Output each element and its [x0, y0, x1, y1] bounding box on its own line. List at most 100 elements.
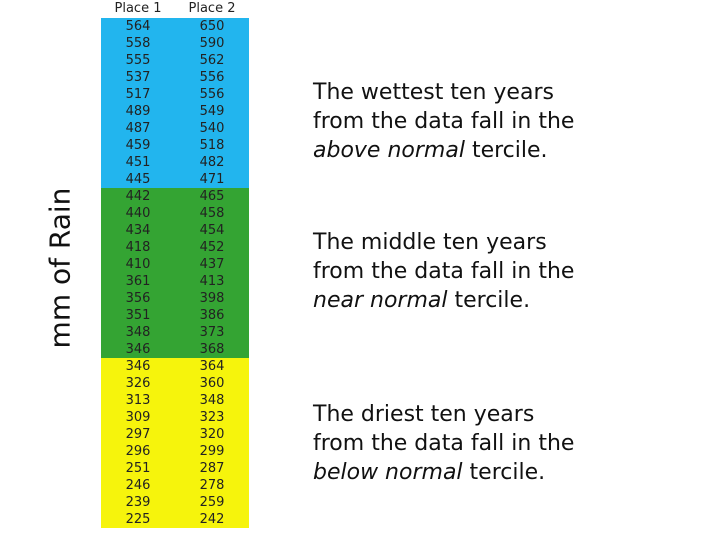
table-cell: 246 — [125, 478, 151, 493]
paragraph: The wettest ten years from the data fall … — [313, 78, 574, 165]
header-cell: Place 2 — [188, 1, 236, 16]
table-row: 564 650 — [101, 18, 249, 35]
table-cell: 386 — [199, 308, 225, 323]
text-line: from the data fall in the — [313, 431, 575, 456]
table-cell: 320 — [199, 427, 225, 442]
table-row: 309 323 — [101, 409, 249, 426]
table-row: 297 320 — [101, 426, 249, 443]
table-cell: 360 — [199, 376, 225, 391]
table-cell: 410 — [125, 257, 151, 272]
rain-table: Place 1 Place 2 564 650 558 590 555 562 537 556… — [101, 0, 249, 528]
text-line: The wettest ten years — [313, 80, 554, 105]
table-cell: 413 — [199, 274, 225, 289]
table-cell: 434 — [125, 223, 151, 238]
table-cell: 556 — [199, 87, 225, 102]
table-cell: 346 — [125, 359, 151, 374]
table-row: 558 590 — [101, 35, 249, 52]
table-row: 489 549 — [101, 103, 249, 120]
emphasis: below normal — [313, 460, 463, 485]
paragraph: The middle ten years from the data fall i… — [313, 228, 574, 315]
table-cell: 517 — [125, 87, 151, 102]
table-row: 346 364 — [101, 358, 249, 375]
table-cell: 437 — [199, 257, 225, 272]
table-cell: 558 — [125, 36, 151, 51]
table-cell: 564 — [125, 19, 151, 34]
table-cell: 299 — [199, 444, 225, 459]
table-row: 459 518 — [101, 137, 249, 154]
table-cell: 348 — [125, 325, 151, 340]
paragraph: The driest ten years from the data fall i… — [313, 400, 574, 487]
header-cell: Place 1 — [114, 1, 162, 16]
table-row: 356 398 — [101, 290, 249, 307]
table-cell: 398 — [199, 291, 225, 306]
table-cell: 225 — [125, 512, 151, 527]
table-cell: 351 — [125, 308, 151, 323]
text-line: below normal tercile. — [313, 458, 574, 487]
table-cell: 348 — [199, 393, 225, 408]
table-cell: 487 — [125, 121, 151, 136]
table-row: 251 287 — [101, 460, 249, 477]
text-line: The driest ten years — [313, 402, 535, 427]
table-cell: 482 — [199, 155, 225, 170]
table-cell: 356 — [125, 291, 151, 306]
table-cell: 459 — [125, 138, 151, 153]
table-row: 517 556 — [101, 86, 249, 103]
table-row: 313 348 — [101, 392, 249, 409]
table-row: 410 437 — [101, 256, 249, 273]
table-cell: 373 — [199, 325, 225, 340]
table-cell: 471 — [199, 172, 225, 187]
table-cell: 326 — [125, 376, 151, 391]
table-row: 445 471 — [101, 171, 249, 188]
table-row: 361 413 — [101, 273, 249, 290]
table-row: 487 540 — [101, 120, 249, 137]
emphasis: near normal — [313, 288, 448, 313]
table-cell: 452 — [199, 240, 225, 255]
text-line: near normal tercile. — [313, 286, 574, 315]
text-tail: tercile. — [471, 138, 548, 163]
table-row: 296 299 — [101, 443, 249, 460]
table-cell: 242 — [199, 512, 225, 527]
text-line: from the data fall in the — [313, 259, 575, 284]
emphasis: above normal — [313, 138, 465, 163]
table-cell: 239 — [125, 495, 151, 510]
table-cell: 489 — [125, 104, 151, 119]
table-cell: 537 — [125, 70, 151, 85]
table-row: 246 278 — [101, 477, 249, 494]
table-header: Place 1 Place 2 — [101, 0, 249, 18]
table-cell: 465 — [199, 189, 225, 204]
table-cell: 445 — [125, 172, 151, 187]
table-cell: 287 — [199, 461, 225, 476]
text-line: from the data fall in the — [313, 109, 575, 134]
table-cell: 278 — [199, 478, 225, 493]
table-row: 351 386 — [101, 307, 249, 324]
table-cell: 440 — [125, 206, 151, 221]
text-line: The middle ten years — [313, 230, 547, 255]
table-row: 440 458 — [101, 205, 249, 222]
table-row: 239 259 — [101, 494, 249, 511]
table-row: 348 373 — [101, 324, 249, 341]
table-cell: 442 — [125, 189, 151, 204]
table-cell: 650 — [199, 19, 225, 34]
table-row: 326 360 — [101, 375, 249, 392]
table-cell: 549 — [199, 104, 225, 119]
text-line: above normal tercile. — [313, 136, 574, 165]
text-tail: tercile. — [469, 460, 546, 485]
table-cell: 590 — [199, 36, 225, 51]
table-row: 442 465 — [101, 188, 249, 205]
table-cell: 313 — [125, 393, 151, 408]
table-cell: 368 — [199, 342, 225, 357]
axis-label: mm of Rain — [43, 187, 77, 349]
table-cell: 364 — [199, 359, 225, 374]
table-cell: 556 — [199, 70, 225, 85]
table-cell: 309 — [125, 410, 151, 425]
table-cell: 454 — [199, 223, 225, 238]
table-cell: 562 — [199, 53, 225, 68]
table-row: 434 454 — [101, 222, 249, 239]
text-tail: tercile. — [454, 288, 531, 313]
table-cell: 418 — [125, 240, 151, 255]
table-cell: 259 — [199, 495, 225, 510]
table-row: 451 482 — [101, 154, 249, 171]
table-cell: 296 — [125, 444, 151, 459]
table-cell: 555 — [125, 53, 151, 68]
